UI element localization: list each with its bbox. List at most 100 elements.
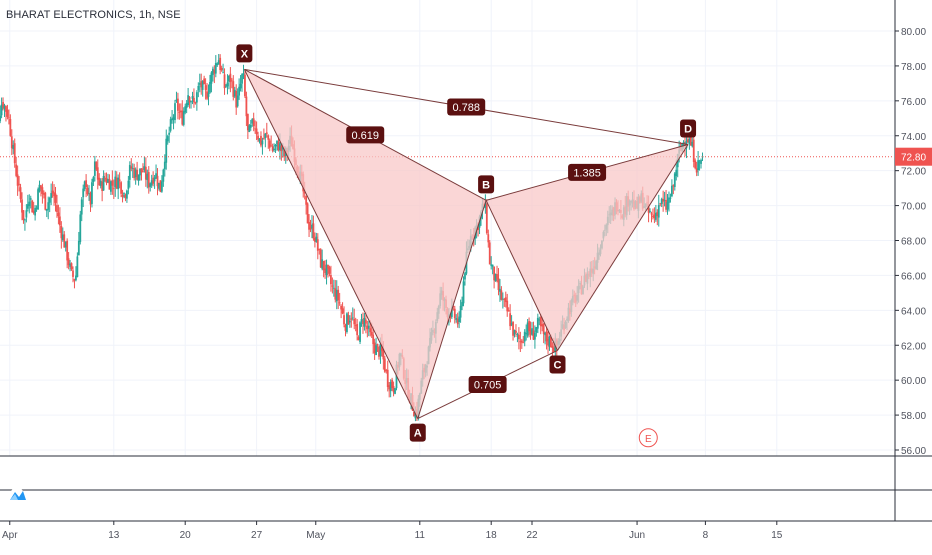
ratio-label[interactable]: 0.788 — [447, 98, 486, 116]
tradingview-logo-icon[interactable] — [9, 488, 26, 504]
candle-body — [692, 139, 695, 162]
candle-body — [334, 288, 337, 300]
pattern-leg-ab[interactable] — [417, 200, 487, 419]
candle-body — [378, 346, 380, 357]
candle-body — [92, 177, 95, 182]
candle-body — [34, 208, 37, 216]
pattern-point-a[interactable]: A — [409, 423, 426, 442]
candle-body — [147, 172, 150, 188]
candle-body — [7, 117, 10, 119]
candle-body — [391, 379, 394, 388]
candle-body — [225, 85, 227, 87]
candle-body — [309, 227, 312, 230]
pattern-leg-bc[interactable] — [485, 200, 558, 351]
candle-body — [370, 331, 373, 336]
candle-body — [57, 212, 60, 217]
pattern-point-bg — [409, 423, 426, 442]
candle-body — [168, 132, 171, 135]
candle-body — [190, 101, 192, 103]
logo-shape-light — [10, 494, 18, 500]
candle-body — [5, 106, 7, 112]
pattern-leg-cd[interactable] — [557, 144, 689, 351]
pattern-point-x[interactable]: X — [236, 44, 253, 63]
harmonic-pattern[interactable]: 0.788 0.619 1.385 0.705 X A B C D E — [236, 44, 697, 448]
candle-body — [656, 212, 659, 217]
candle-body — [93, 161, 96, 176]
candle-body — [461, 302, 463, 307]
candle-body — [267, 135, 270, 140]
grid-lines — [0, 0, 894, 456]
candle-body — [319, 249, 322, 268]
candle-body — [64, 241, 67, 248]
event-marker[interactable]: E — [638, 428, 658, 448]
pattern-leg-xa[interactable] — [243, 69, 419, 419]
pattern-point-b[interactable]: B — [478, 175, 495, 194]
candle-body — [128, 165, 131, 180]
ratio-label[interactable]: 0.619 — [346, 126, 385, 144]
candle-body — [50, 193, 53, 199]
ratio-label[interactable]: 0.705 — [468, 376, 507, 394]
y-tick-label: 66.00 — [901, 271, 926, 282]
candle-body — [140, 168, 143, 173]
candle-body — [691, 141, 694, 147]
candle-body — [137, 174, 140, 181]
candle-body — [112, 188, 115, 190]
candle-body — [61, 234, 64, 241]
candle-body — [228, 75, 230, 82]
y-tick-label: 64.00 — [901, 306, 926, 317]
pattern-point-d[interactable]: D — [680, 119, 697, 138]
x-tick-label: 15 — [771, 530, 783, 541]
candle-body — [219, 57, 222, 70]
candle-body — [670, 185, 673, 197]
candle-body — [516, 333, 519, 335]
candle-body — [169, 119, 172, 131]
y-tick-label: 76.00 — [901, 97, 926, 108]
candle-body — [193, 97, 195, 103]
candle-body — [204, 85, 207, 90]
candle-body — [0, 115, 2, 122]
candle-body — [72, 270, 74, 277]
event-marker-circle — [638, 428, 658, 448]
candle-body — [109, 181, 112, 192]
candle-body — [56, 205, 58, 213]
pattern-point-c[interactable]: C — [549, 355, 566, 374]
candle-body — [512, 321, 514, 336]
candle-body — [357, 337, 360, 340]
candle-body — [66, 240, 69, 261]
candle-body — [201, 81, 204, 90]
candle-body — [83, 181, 86, 190]
y-tick-label: 72.00 — [901, 167, 926, 178]
candle-body — [354, 325, 357, 326]
candle-body — [114, 176, 117, 188]
ratio-label[interactable]: 1.385 — [568, 163, 607, 181]
candle-body — [413, 411, 415, 417]
candle-body — [325, 264, 328, 276]
candle-body — [195, 92, 198, 103]
candle-body — [206, 91, 208, 99]
y-tick-label: 62.00 — [901, 341, 926, 352]
candle-body — [271, 146, 274, 151]
candle-body — [40, 185, 42, 189]
candle-body — [322, 260, 325, 271]
candle-body — [376, 344, 379, 346]
candle-body — [531, 328, 533, 335]
candle-body — [163, 161, 166, 170]
candle-body — [177, 98, 179, 111]
candle-body — [117, 177, 120, 190]
candle-body — [257, 135, 259, 140]
candle-body — [12, 144, 15, 150]
candle-body — [449, 315, 452, 318]
candle-body — [541, 324, 544, 327]
candle-body — [142, 171, 144, 173]
candle-body — [311, 224, 313, 229]
candle-body — [665, 199, 667, 210]
candle-body — [689, 136, 692, 146]
candle-body — [252, 118, 255, 127]
candle-body — [464, 273, 466, 280]
candle-body — [316, 239, 319, 251]
candle-body — [88, 193, 90, 195]
candle-body — [115, 177, 118, 189]
candle-body — [654, 212, 657, 220]
